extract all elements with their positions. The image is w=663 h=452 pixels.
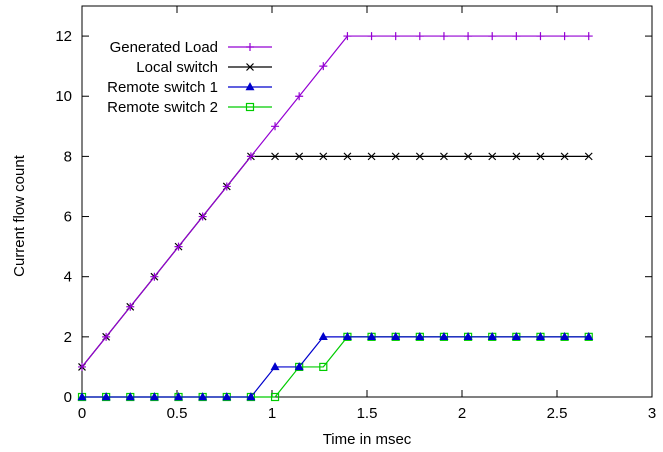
x-tick-label: 2.5 bbox=[547, 405, 568, 422]
data-point bbox=[415, 32, 424, 41]
data-point bbox=[246, 392, 256, 401]
data-point bbox=[343, 32, 352, 41]
legend-item-remote-switch-2: Remote switch 2 bbox=[107, 99, 272, 116]
data-point bbox=[536, 32, 545, 41]
data-point bbox=[536, 152, 545, 161]
legend: Generated Load Local switch Remote switch … bbox=[107, 39, 272, 116]
y-tick-label: 0 bbox=[64, 389, 72, 406]
series-line-remote-switch-1 bbox=[82, 336, 589, 398]
data-point bbox=[560, 32, 569, 41]
data-point bbox=[584, 332, 594, 341]
x-tick-label: 0 bbox=[78, 405, 86, 422]
data-point bbox=[222, 182, 231, 191]
data-point bbox=[198, 392, 208, 401]
data-point bbox=[271, 152, 279, 161]
data-point bbox=[319, 362, 328, 372]
y-tick-label: 12 bbox=[55, 28, 72, 45]
data-point bbox=[415, 152, 424, 161]
x-tick-label: 1 bbox=[268, 405, 276, 422]
series-group bbox=[77, 32, 594, 402]
series-remote-switch-2 bbox=[77, 332, 593, 402]
legend-label: Remote switch 1 bbox=[107, 79, 218, 96]
x-axis-label: Time in msec bbox=[323, 431, 412, 448]
y-tick-label: 2 bbox=[64, 329, 72, 346]
legend-marker bbox=[245, 82, 255, 91]
data-point bbox=[271, 122, 280, 131]
data-point bbox=[488, 32, 497, 41]
y-axis-label: Current flow count bbox=[11, 154, 28, 277]
data-point bbox=[342, 332, 352, 341]
x-tick-label: 2 bbox=[458, 405, 466, 422]
data-point bbox=[270, 362, 280, 371]
data-point bbox=[125, 392, 135, 401]
data-point bbox=[149, 392, 159, 401]
data-point bbox=[560, 332, 570, 341]
data-point bbox=[270, 392, 280, 402]
data-point bbox=[126, 302, 135, 311]
data-point bbox=[318, 332, 328, 341]
data-point bbox=[295, 92, 304, 101]
data-point bbox=[464, 152, 473, 161]
data-point bbox=[511, 332, 521, 341]
data-point bbox=[391, 32, 400, 41]
series-line-generated-load bbox=[81, 35, 589, 368]
data-point bbox=[150, 272, 159, 281]
legend-label: Generated Load bbox=[110, 39, 218, 56]
data-point bbox=[584, 32, 593, 41]
data-point bbox=[367, 332, 377, 341]
y-tick-label: 8 bbox=[64, 148, 72, 165]
x-tick-label: 1.5 bbox=[357, 405, 378, 422]
y-tick-label: 4 bbox=[64, 269, 72, 286]
legend-marker bbox=[246, 63, 254, 71]
data-point bbox=[487, 332, 497, 341]
data-point bbox=[512, 32, 521, 41]
data-point bbox=[463, 332, 473, 341]
data-point bbox=[101, 392, 111, 401]
data-point bbox=[391, 332, 401, 341]
data-point bbox=[367, 32, 376, 41]
series-generated-load bbox=[78, 32, 593, 371]
data-point bbox=[294, 362, 304, 371]
data-point bbox=[415, 332, 425, 341]
data-point bbox=[439, 32, 448, 41]
data-point bbox=[319, 152, 328, 161]
legend-marker bbox=[245, 102, 255, 112]
legend-item-remote-switch-1: Remote switch 1 bbox=[107, 79, 272, 96]
legend-label: Remote switch 2 bbox=[107, 99, 218, 116]
x-tick-label: 3 bbox=[648, 405, 656, 422]
data-point bbox=[77, 392, 87, 401]
legend-item-generated-load: Generated Load bbox=[110, 39, 272, 56]
data-point bbox=[439, 332, 449, 341]
data-point bbox=[488, 152, 497, 161]
data-point bbox=[560, 152, 569, 161]
legend-marker bbox=[246, 43, 254, 51]
data-point bbox=[464, 32, 473, 41]
data-point bbox=[174, 242, 183, 251]
data-point bbox=[584, 152, 593, 161]
data-point bbox=[78, 362, 86, 371]
data-point bbox=[246, 152, 255, 161]
axis-ticks: 0 0.5 1 1.5 2 2.5 3 0 2 4 6 8 10 12 bbox=[55, 6, 656, 422]
data-point bbox=[367, 152, 376, 161]
data-point bbox=[343, 152, 352, 161]
series-line-remote-switch-2 bbox=[82, 336, 589, 398]
data-point bbox=[440, 152, 448, 161]
data-point bbox=[512, 152, 521, 161]
y-tick-label: 6 bbox=[64, 209, 72, 226]
y-tick-label: 10 bbox=[55, 88, 72, 105]
data-point bbox=[174, 392, 184, 401]
data-point bbox=[222, 392, 232, 401]
data-point bbox=[102, 332, 111, 341]
legend-item-local-switch: Local switch bbox=[136, 59, 272, 76]
data-point bbox=[295, 152, 304, 161]
data-point bbox=[391, 152, 400, 161]
legend-label: Local switch bbox=[136, 59, 218, 76]
data-point bbox=[198, 212, 207, 221]
data-point bbox=[535, 332, 545, 341]
data-point bbox=[319, 62, 328, 71]
series-remote-switch-1 bbox=[77, 332, 594, 401]
x-tick-label: 0.5 bbox=[167, 405, 188, 422]
